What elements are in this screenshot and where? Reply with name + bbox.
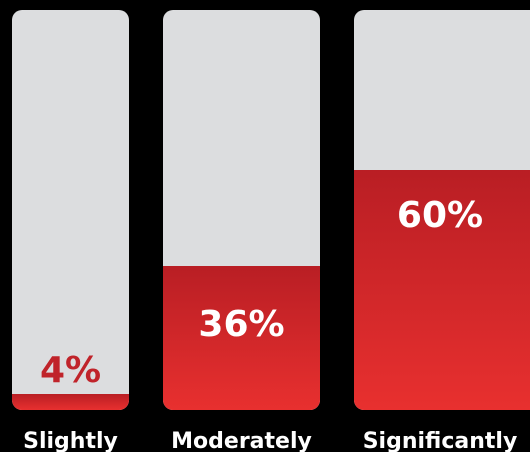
category-label: Moderately — [171, 429, 312, 452]
bar-fill — [354, 170, 530, 410]
bar-fill — [163, 266, 320, 410]
bar-group-significantly: 60% Significantly — [354, 10, 530, 452]
category-label: Significantly — [363, 429, 518, 452]
value-label: 36% — [198, 304, 284, 345]
bar-track — [12, 10, 129, 410]
bar-fill — [12, 394, 129, 410]
bar-group-slightly: 4% Slightly — [12, 10, 129, 452]
category-label: Slightly — [23, 429, 118, 452]
bar-group-moderately: 36% Moderately — [163, 10, 320, 452]
value-label: 60% — [397, 195, 483, 236]
value-label: 4% — [40, 350, 101, 391]
